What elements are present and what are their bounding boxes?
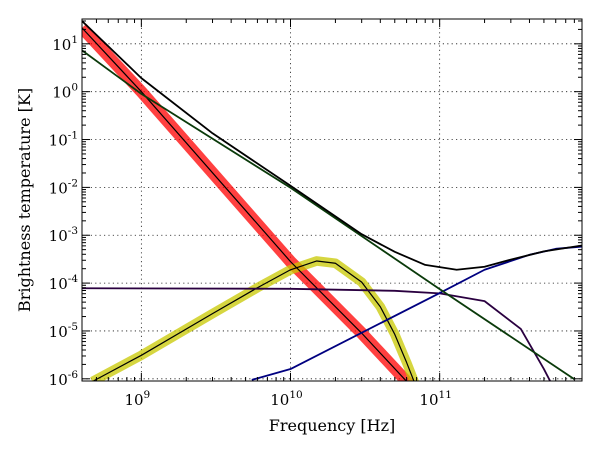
series-group (82, 20, 582, 381)
y-tick-label-exponent: -6 (68, 369, 79, 381)
y-tick-label: 10-2 (49, 177, 78, 197)
series-5-line (82, 20, 582, 271)
x-tick-label-exponent: 9 (144, 389, 151, 401)
x-tick-label-base: 10 (124, 391, 143, 409)
series-1-uncertainty-band (90, 256, 420, 381)
plot-frame (81, 18, 583, 382)
x-tick-label-base: 10 (419, 391, 438, 409)
y-tick-label: 10-1 (49, 130, 78, 150)
series-0-line (82, 27, 408, 381)
y-tick-label-base: 10 (49, 179, 68, 197)
x-tick-label-exponent: 11 (439, 389, 452, 401)
y-tick-label-exponent: -5 (68, 321, 78, 333)
axes: 109 1010 101110110010-110-210-310-410-510-… (49, 18, 583, 409)
y-tick-label: 10-6 (49, 369, 79, 389)
y-axis-label: Brightness temperature [K] (15, 88, 34, 312)
y-tick-label: 10-5 (49, 321, 78, 341)
x-tick-label-base: 10 (270, 391, 289, 409)
y-tick-label: 101 (52, 34, 78, 54)
grid (82, 19, 582, 381)
y-tick-label-base: 10 (49, 371, 68, 389)
x-tick-label-exponent: 10 (289, 389, 302, 401)
series-4-line (82, 49, 575, 380)
y-tick-label-exponent: -4 (68, 273, 79, 285)
y-tick-label-base: 10 (52, 36, 71, 54)
series-2-line (82, 287, 552, 381)
y-tick-label-base: 10 (49, 132, 68, 150)
y-tick-label-base: 10 (49, 323, 68, 341)
y-tick-label-exponent: 1 (71, 34, 78, 46)
y-tick-label: 10-3 (49, 225, 78, 245)
y-tick-label: 10-4 (49, 273, 79, 293)
y-tick-label-exponent: -2 (68, 177, 78, 189)
y-tick-label-exponent: 0 (71, 82, 78, 94)
x-tick-label: 1010 (270, 389, 302, 409)
series-1-line (92, 260, 415, 381)
y-tick-label: 100 (52, 82, 78, 102)
x-axis-label: Frequency [Hz] (269, 416, 396, 435)
y-tick-label-exponent: -3 (68, 225, 78, 237)
x-tick-label: 109 (124, 389, 150, 409)
y-tick-label-base: 10 (52, 84, 71, 102)
y-tick-label-base: 10 (49, 227, 68, 245)
y-tick-label-base: 10 (49, 275, 68, 293)
y-tick-label-exponent: -1 (68, 130, 78, 142)
x-tick-label: 1011 (419, 389, 451, 409)
